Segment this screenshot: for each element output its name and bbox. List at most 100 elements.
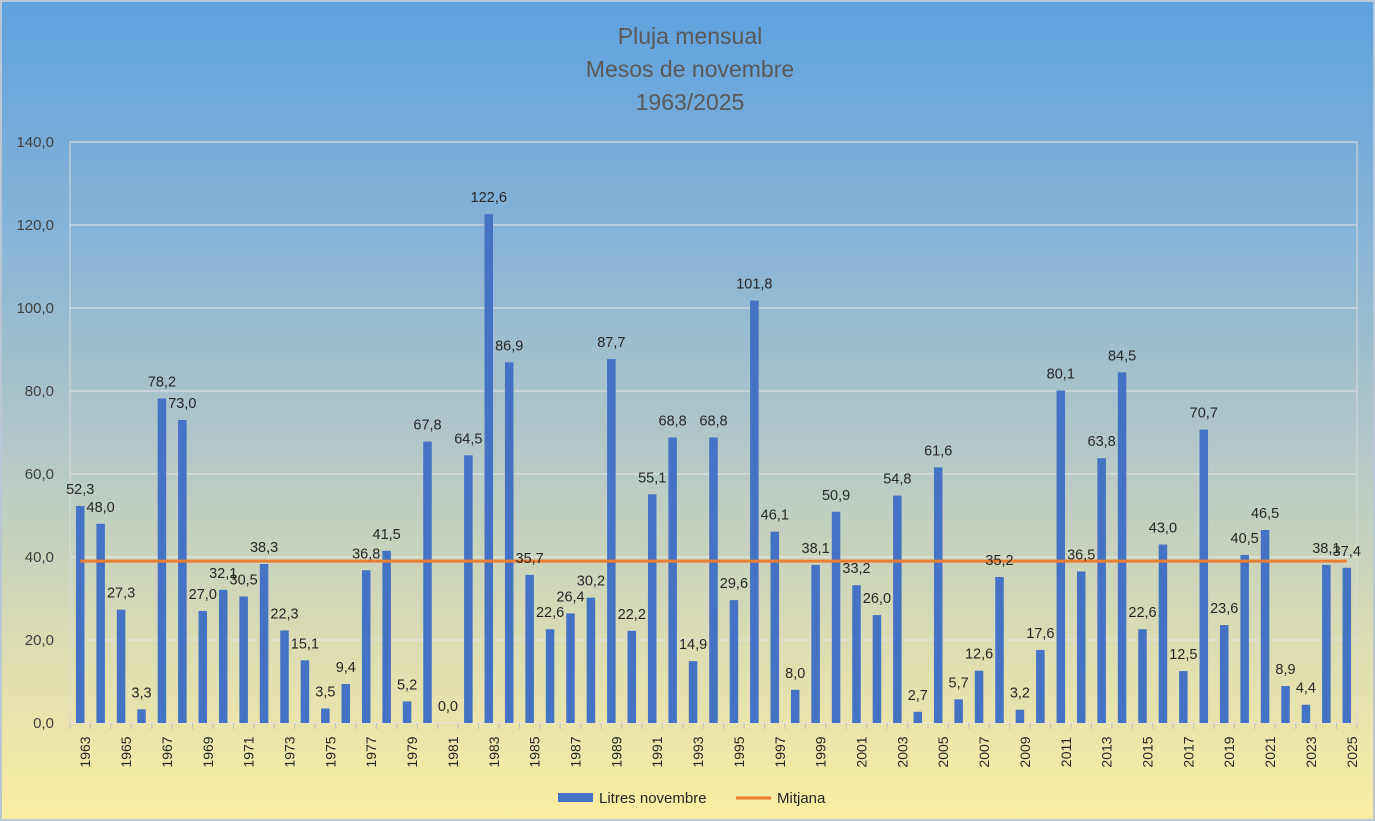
data-label: 3,3: [131, 685, 151, 701]
bar-2020: [1240, 554, 1249, 723]
bar-1973: [280, 630, 289, 723]
x-tick-label: 2023: [1303, 736, 1319, 767]
bar-1970: [218, 589, 228, 723]
data-label: 3,2: [1010, 686, 1030, 702]
data-label: 50,9: [822, 488, 850, 504]
bar-1985: [525, 574, 534, 723]
data-label: 35,2: [985, 553, 1013, 569]
data-label: 35,7: [516, 551, 544, 567]
data-label: 14,9: [679, 637, 707, 653]
data-label: 3,5: [315, 684, 335, 700]
x-tick-label: 2025: [1344, 736, 1360, 767]
data-label: 15,1: [291, 636, 319, 652]
bar-1995: [729, 600, 739, 723]
bar-1984: [504, 362, 514, 723]
data-label: 41,5: [373, 527, 401, 543]
bar-2017: [1179, 671, 1188, 723]
bar-2009: [1015, 709, 1025, 723]
bar-2002: [872, 615, 882, 723]
x-tick-label: 2021: [1262, 736, 1278, 767]
data-label: 38,1: [1312, 541, 1340, 557]
data-label: 84,5: [1108, 348, 1136, 364]
data-label: 101,8: [736, 277, 772, 293]
data-label: 36,8: [352, 546, 380, 562]
data-label: 86,9: [495, 338, 523, 354]
data-label: 5,7: [949, 675, 969, 691]
data-label: 67,8: [413, 418, 441, 434]
data-label: 22,2: [618, 607, 646, 623]
bar-2023: [1301, 704, 1311, 723]
bar-2024: [1322, 564, 1331, 723]
x-tick-label: 2007: [976, 736, 992, 767]
data-label: 38,1: [802, 541, 830, 557]
data-label: 43,0: [1149, 521, 1177, 537]
x-tick-label: 2009: [1017, 736, 1033, 767]
data-label: 27,0: [189, 587, 217, 603]
bar-2010: [1036, 649, 1045, 723]
x-tick-label: 1977: [363, 736, 379, 767]
x-tick-label: 1975: [322, 736, 338, 767]
x-tick-label: 1987: [568, 736, 584, 767]
y-tick-label: 100,0: [16, 300, 54, 317]
bar-1963: [75, 505, 85, 723]
data-label: 9,4: [336, 660, 356, 676]
data-label: 61,6: [924, 443, 952, 459]
bar-1982: [464, 455, 473, 723]
chart-title-line-1: Pluja mensual: [618, 23, 762, 49]
x-tick-label: 1969: [200, 736, 216, 767]
x-tick-label: 1979: [404, 736, 420, 767]
bar-1969: [198, 610, 208, 723]
bar-2021: [1260, 530, 1270, 723]
x-tick-label: 2017: [1180, 736, 1196, 767]
bar-2016: [1158, 544, 1168, 723]
data-label: 52,3: [66, 482, 94, 498]
bar-2005: [933, 467, 943, 723]
bar-1990: [627, 630, 637, 723]
bar-1996: [750, 300, 759, 723]
bar-2007: [974, 670, 984, 723]
x-tick-label: 2011: [1058, 737, 1074, 767]
data-label: 46,1: [761, 508, 789, 524]
data-label: 8,0: [785, 666, 805, 682]
data-label: 63,8: [1088, 434, 1116, 450]
x-tick-label: 1993: [690, 736, 706, 767]
bar-1980: [423, 441, 432, 723]
bar-1975: [321, 708, 330, 723]
data-label: 70,7: [1190, 406, 1218, 422]
bar-2003: [893, 495, 902, 723]
x-tick-label: 2019: [1221, 736, 1237, 767]
legend-label-bars: Litres novembre: [599, 790, 707, 807]
bar-1974: [300, 660, 310, 723]
bar-1968: [178, 420, 187, 723]
bar-2000: [831, 511, 841, 723]
data-label: 12,5: [1169, 647, 1197, 663]
data-label: 68,8: [659, 413, 687, 429]
bar-2004: [913, 711, 923, 723]
x-tick-label: 1999: [813, 736, 829, 767]
data-label: 26,4: [556, 589, 584, 605]
bar-1997: [770, 531, 780, 723]
bar-1965: [116, 609, 126, 723]
bar-2022: [1281, 686, 1290, 723]
x-tick-label: 1981: [445, 736, 461, 767]
data-label: 4,4: [1296, 681, 1316, 697]
bar-1992: [668, 437, 677, 723]
y-tick-label: 80,0: [25, 383, 54, 400]
data-label: 22,3: [270, 606, 298, 622]
bar-1971: [239, 596, 248, 723]
data-label: 30,2: [577, 574, 605, 590]
x-tick-label: 1995: [731, 736, 747, 767]
bar-1976: [341, 683, 351, 723]
x-tick-label: 2015: [1140, 736, 1156, 767]
data-label: 23,6: [1210, 601, 1238, 617]
bar-2012: [1076, 571, 1086, 723]
bar-2015: [1138, 629, 1147, 723]
data-label: 38,3: [250, 540, 278, 556]
bar-1998: [790, 689, 800, 723]
bar-1983: [484, 214, 494, 723]
data-label: 17,6: [1026, 626, 1054, 642]
bar-2014: [1117, 372, 1127, 723]
bar-2001: [852, 585, 861, 723]
bar-1991: [647, 494, 657, 723]
